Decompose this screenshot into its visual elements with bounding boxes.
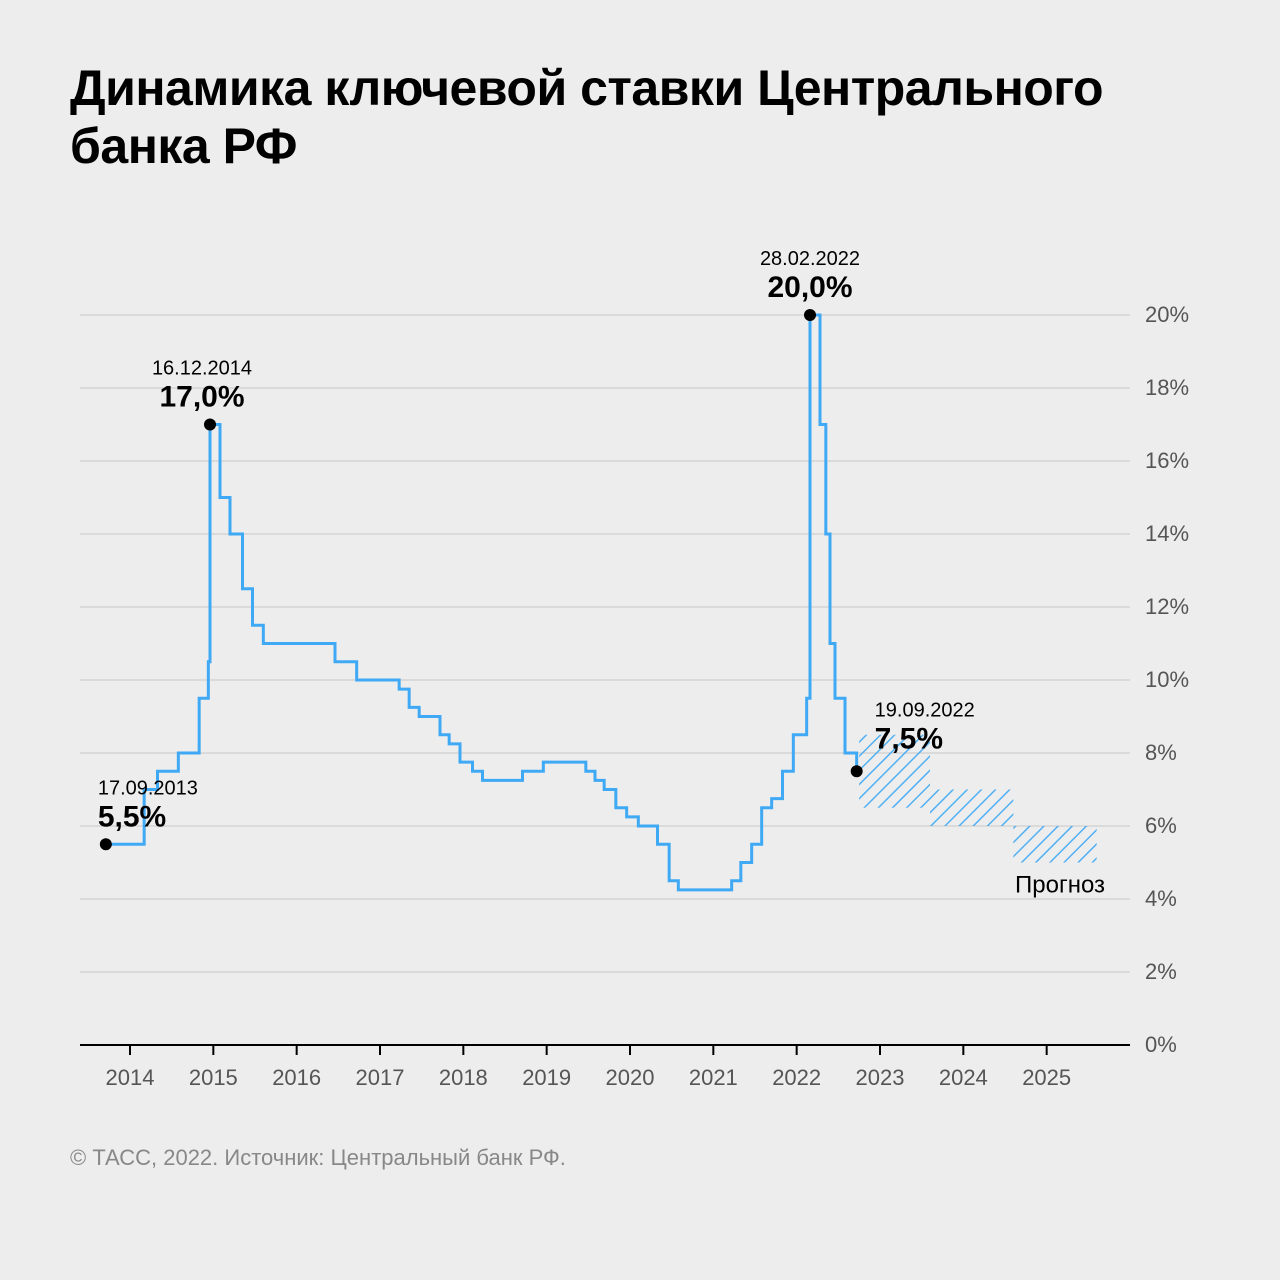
svg-text:5,5%: 5,5%: [98, 800, 166, 833]
svg-text:16.12.2014: 16.12.2014: [152, 358, 252, 380]
svg-text:2023: 2023: [856, 1065, 905, 1090]
svg-text:2016: 2016: [272, 1065, 321, 1090]
svg-text:17.09.2013: 17.09.2013: [98, 777, 198, 799]
svg-text:28.02.2022: 28.02.2022: [760, 248, 860, 270]
svg-text:20%: 20%: [1145, 302, 1189, 327]
svg-text:18%: 18%: [1145, 375, 1189, 400]
svg-text:6%: 6%: [1145, 813, 1177, 838]
svg-text:2015: 2015: [189, 1065, 238, 1090]
svg-text:2%: 2%: [1145, 959, 1177, 984]
svg-text:2024: 2024: [939, 1065, 988, 1090]
chart-title: Динамика ключевой ставки Центрального ба…: [70, 60, 1220, 175]
svg-text:2025: 2025: [1022, 1065, 1071, 1090]
svg-text:4%: 4%: [1145, 886, 1177, 911]
svg-text:12%: 12%: [1145, 594, 1189, 619]
svg-text:2022: 2022: [772, 1065, 821, 1090]
svg-text:19.09.2022: 19.09.2022: [875, 699, 975, 721]
source-footer: © ТАСС, 2022. Источник: Центральный банк…: [70, 1145, 1220, 1171]
svg-text:20,0%: 20,0%: [767, 271, 852, 304]
svg-text:7,5%: 7,5%: [875, 722, 943, 755]
svg-text:2018: 2018: [439, 1065, 488, 1090]
rate-chart: 0% 2% 4% 6% 8% 10% 12% 14% 16% 18% 20% 2014 2015 2016…: [70, 215, 1220, 1115]
svg-text:17,0%: 17,0%: [159, 381, 244, 414]
svg-text:2017: 2017: [356, 1065, 405, 1090]
svg-text:2014: 2014: [106, 1065, 155, 1090]
svg-text:14%: 14%: [1145, 521, 1189, 546]
svg-text:0%: 0%: [1145, 1032, 1177, 1057]
svg-text:2019: 2019: [522, 1065, 571, 1090]
svg-text:8%: 8%: [1145, 740, 1177, 765]
svg-text:10%: 10%: [1145, 667, 1189, 692]
svg-text:16%: 16%: [1145, 448, 1189, 473]
svg-text:2020: 2020: [606, 1065, 655, 1090]
svg-text:2021: 2021: [689, 1065, 738, 1090]
svg-text:Прогноз: Прогноз: [1015, 872, 1105, 899]
